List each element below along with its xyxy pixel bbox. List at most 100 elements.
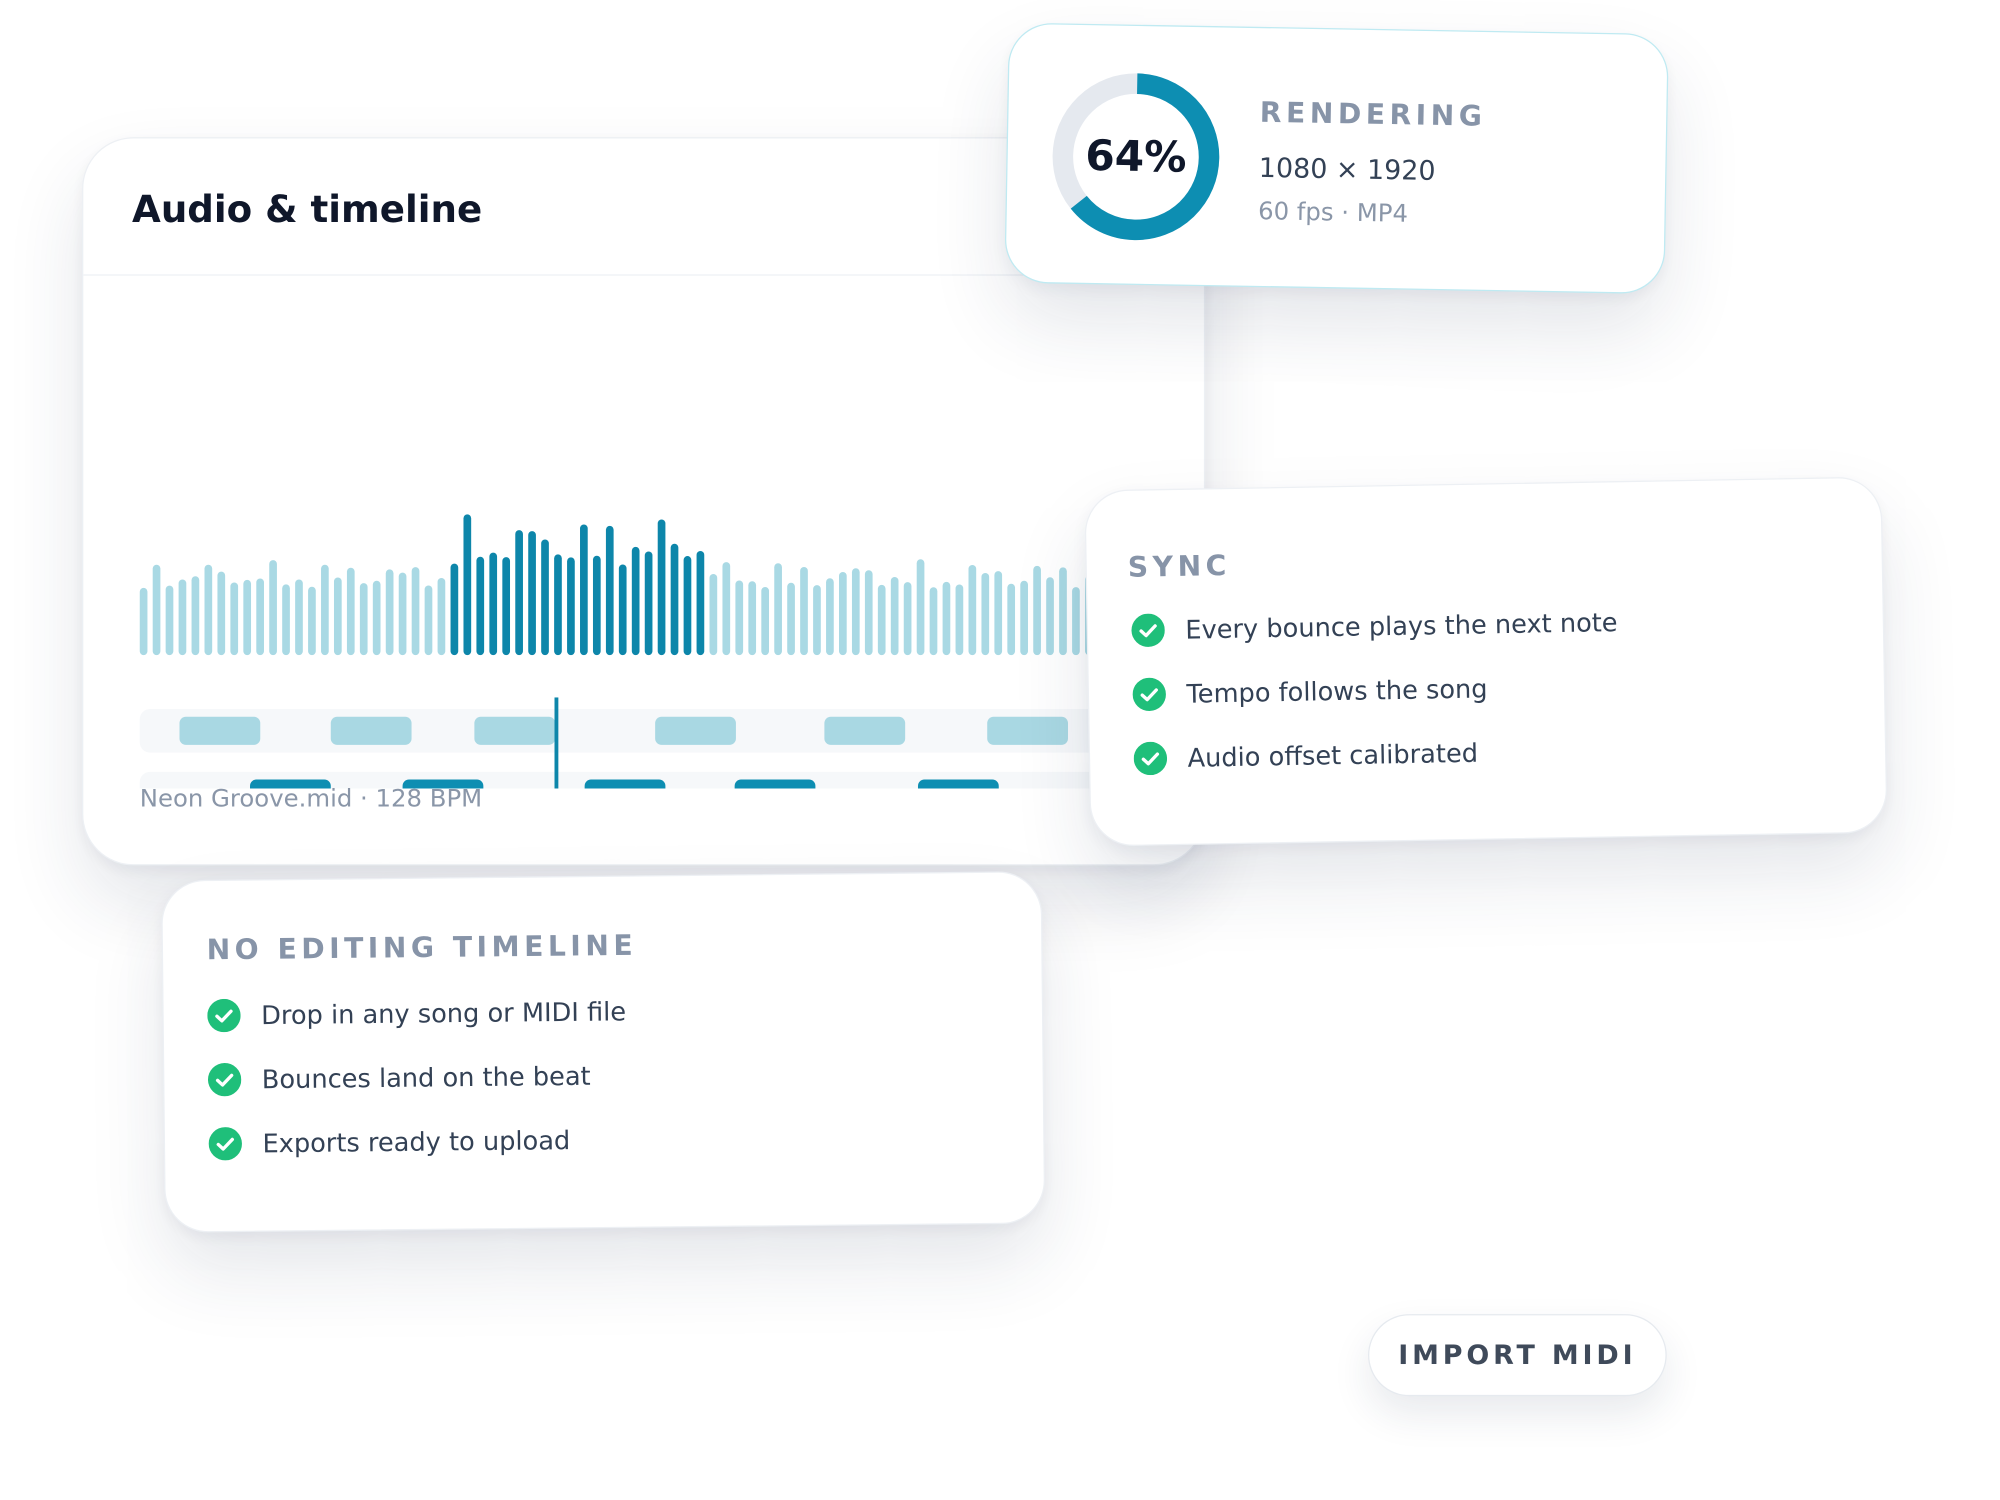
wave-bar	[864, 570, 873, 656]
wave-bar	[204, 564, 213, 656]
clip	[179, 716, 261, 745]
wave-bar	[670, 543, 679, 656]
sync-heading: SYNC	[1127, 550, 1232, 585]
clip	[330, 716, 412, 745]
wave-bar	[567, 557, 575, 656]
wave-bar	[903, 582, 912, 656]
check-item: Tempo follows the song	[1132, 670, 1619, 712]
editing-card: NO EDITING TIMELINE Drop in any song or …	[161, 871, 1046, 1233]
wave-bar	[295, 579, 303, 656]
check-icon	[208, 1127, 242, 1161]
wave-bar	[683, 556, 692, 656]
resolution: 1080 × 1920	[1258, 152, 1436, 187]
wave-bar	[372, 580, 381, 656]
check-item: Drop in any song or MIDI file	[207, 995, 626, 1033]
wave-bar	[735, 580, 744, 656]
wave-bar	[942, 581, 951, 656]
wave-bar	[165, 585, 174, 656]
wave-bar	[722, 562, 731, 656]
check-icon	[1131, 613, 1165, 647]
wave-bar	[424, 585, 433, 656]
wave-bar	[877, 584, 886, 656]
wave-bar	[618, 564, 627, 656]
wave-bar	[709, 574, 718, 656]
wave-bar	[191, 576, 200, 656]
wave-bar	[437, 578, 446, 656]
wave-bar	[230, 582, 239, 656]
wave-bar	[644, 551, 653, 656]
item-text: Every bounce plays the next note	[1185, 606, 1618, 646]
item-text: Tempo follows the song	[1186, 673, 1488, 710]
wave-bar	[502, 557, 511, 656]
render-heading: RENDERING	[1259, 97, 1487, 134]
check-icon	[207, 1062, 242, 1097]
clip	[917, 779, 999, 789]
sync-list: Every bounce plays the next note Tempo fo…	[1131, 605, 1620, 776]
wave-bar	[981, 572, 990, 656]
wave-bar	[839, 571, 847, 656]
clip	[584, 779, 666, 789]
item-text: Bounces land on the beat	[261, 1060, 591, 1095]
clip	[824, 716, 906, 745]
item-text: Exports ready to upload	[262, 1124, 571, 1159]
wave-bar	[554, 554, 562, 656]
wave-bar	[1072, 587, 1080, 656]
check-icon	[207, 998, 241, 1033]
wave-bar	[256, 578, 264, 656]
wave-bar	[787, 582, 795, 656]
wave-bar	[178, 579, 187, 656]
render-card: 64% RENDERING 1080 × 1920 60 fps · MP4	[1004, 22, 1669, 295]
wave-bar	[528, 531, 536, 656]
wave-bar	[968, 564, 977, 656]
clip	[655, 716, 736, 745]
wave-bar	[826, 578, 834, 656]
wave-bar	[489, 552, 498, 656]
wave-bar	[1046, 577, 1054, 656]
wave-bar	[774, 563, 782, 656]
item-text: Audio offset calibrated	[1187, 737, 1479, 774]
import-button[interactable]: IMPORT MIDI	[1368, 1314, 1667, 1397]
wave-bar	[476, 556, 485, 656]
waveform-timeline	[139, 514, 1166, 789]
clip	[250, 779, 331, 789]
wave-bar	[308, 586, 316, 656]
wave-bar	[890, 577, 899, 656]
wave-bar	[813, 585, 821, 656]
wave-bar	[217, 571, 226, 656]
wave-bar	[580, 524, 588, 656]
check-item: Audio offset calibrated	[1133, 734, 1620, 776]
progress-label: 64%	[1085, 131, 1187, 182]
divider	[83, 274, 1204, 276]
wave-bar	[1033, 565, 1041, 656]
wave-bar	[929, 587, 938, 656]
item-text: Drop in any song or MIDI file	[260, 995, 627, 1031]
wave-bar	[955, 584, 964, 656]
wave-bar	[657, 519, 666, 656]
wave-bar	[139, 587, 148, 656]
file-info: Neon Groove.mid · 128 BPM	[139, 784, 483, 813]
editing-list: Drop in any song or MIDI file Bounces lan…	[207, 995, 627, 1161]
playhead	[554, 697, 559, 789]
wave-bar	[1059, 567, 1067, 656]
wave-bar	[450, 563, 459, 656]
wave-bar	[385, 569, 394, 656]
wave-bar	[333, 577, 342, 656]
clip	[474, 716, 556, 745]
wave-bar	[411, 567, 420, 656]
card-title: Audio & timeline	[132, 187, 483, 231]
wave-bar	[994, 571, 1003, 656]
check-item: Bounces land on the beat	[207, 1059, 627, 1097]
wave-bar	[152, 564, 161, 656]
wave-bar	[321, 564, 329, 656]
check-item: Every bounce plays the next note	[1131, 605, 1618, 647]
wave-bar	[269, 560, 277, 656]
wave-bar	[346, 567, 355, 656]
progress-ring: 64%	[1052, 73, 1220, 241]
ring-progress	[1052, 73, 1220, 241]
wave-bar	[631, 546, 640, 656]
format: 60 fps · MP4	[1257, 197, 1409, 229]
wave-bar	[541, 539, 549, 656]
check-item: Exports ready to upload	[208, 1123, 627, 1161]
wave-bar	[605, 525, 614, 656]
